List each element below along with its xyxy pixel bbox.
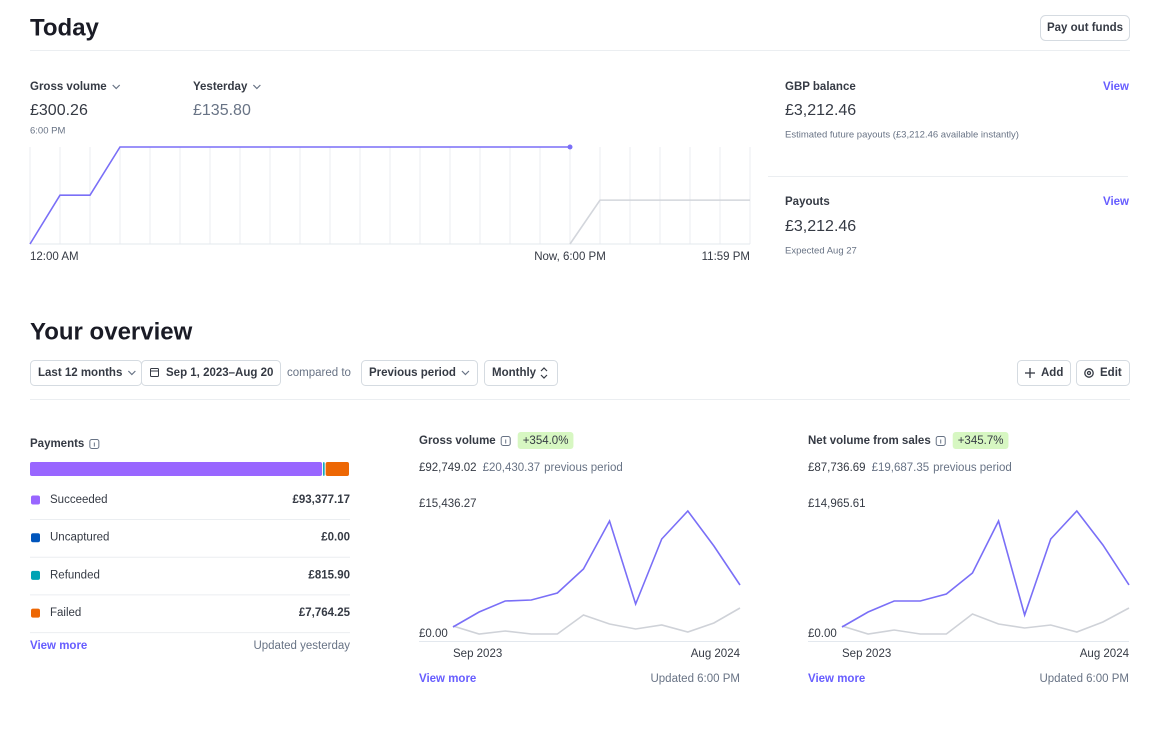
- line: [569, 199, 750, 245]
- info-icon: [935, 436, 946, 446]
- chart-title: Gross volume: [419, 435, 496, 447]
- change-label: +345.7%: [958, 435, 1004, 447]
- bar-segment: [30, 462, 323, 476]
- plus-icon: [1025, 368, 1035, 378]
- row-value: £7,764.25: [299, 607, 351, 619]
- chevron-icon: [461, 370, 470, 376]
- bar-segment: [323, 462, 325, 476]
- change-badge: [952, 432, 1009, 449]
- interval-label[interactable]: Monthly: [492, 367, 537, 379]
- row-label: Failed: [50, 607, 81, 619]
- balance-note: Estimated future payouts (£3,212.46 avai…: [785, 130, 1019, 141]
- line: [452, 607, 741, 635]
- current-point: [567, 144, 573, 150]
- x-tick-label: Aug 2024: [1080, 648, 1130, 660]
- updated-note: Updated 6:00 PM: [1039, 673, 1129, 685]
- gross-amount: £300.26: [30, 102, 88, 119]
- comparison-select[interactable]: [361, 360, 478, 386]
- change-badge: [517, 432, 574, 449]
- add-label[interactable]: Add: [1041, 367, 1063, 379]
- chevron-icon: [112, 84, 121, 90]
- payout-button[interactable]: [1040, 15, 1130, 41]
- previous-amount: £19,687.35: [872, 462, 930, 474]
- gear-icon: [1084, 368, 1094, 378]
- yesterday-amount: £135.80: [193, 102, 251, 119]
- calendar-icon: [150, 368, 159, 377]
- x-tick-label: Sep 2023: [842, 648, 891, 660]
- period-label[interactable]: Last 12 months: [38, 367, 122, 379]
- change-label: +354.0%: [523, 435, 569, 447]
- balance-link[interactable]: View: [1103, 81, 1129, 93]
- date-range[interactable]: [141, 360, 281, 386]
- total-amount: £87,736.69: [808, 462, 866, 474]
- legend-swatch: [31, 533, 40, 543]
- line: [29, 146, 570, 245]
- row-value: £0.00: [321, 532, 350, 544]
- row-value: £93,377.17: [292, 494, 350, 506]
- line: [841, 607, 1130, 635]
- chevron-icon: [252, 84, 261, 90]
- updated-note: Updated 6:00 PM: [650, 673, 740, 685]
- x-tick-label: Aug 2024: [691, 648, 741, 660]
- info-icon: [89, 439, 100, 449]
- info-icon: [500, 436, 511, 446]
- total-amount: £92,749.02: [419, 462, 477, 474]
- y-tick-label: £14,965.61: [808, 498, 866, 510]
- view-more[interactable]: View more: [808, 673, 865, 685]
- y-tick-label: £15,436.27: [419, 498, 477, 510]
- legend-swatch: [31, 570, 40, 580]
- x-tick-label: Sep 2023: [453, 648, 502, 660]
- previous-note: previous period: [544, 462, 623, 474]
- comparison-label[interactable]: Previous period: [369, 367, 456, 379]
- compare-dropdown[interactable]: Yesterday: [193, 81, 248, 93]
- line: [841, 509, 1130, 628]
- view-more[interactable]: View more: [419, 673, 476, 685]
- previous-note: previous period: [933, 462, 1012, 474]
- x-tick-label: Now, 6:00 PM: [534, 251, 606, 263]
- row-label: Uncaptured: [50, 532, 109, 544]
- balance-amount: £3,212.46: [785, 102, 856, 119]
- y-tick-label: £0.00: [419, 628, 448, 640]
- balance-title: GBP balance: [785, 81, 856, 93]
- row-label: Succeeded: [50, 494, 108, 506]
- edit-label[interactable]: Edit: [1100, 367, 1122, 379]
- view-more[interactable]: View more: [30, 640, 87, 652]
- page-title: Today: [30, 14, 100, 41]
- x-tick-label: 12:00 AM: [30, 251, 79, 263]
- payouts-link[interactable]: View: [1103, 196, 1129, 208]
- overview-title: Your overview: [30, 318, 193, 345]
- interval-select[interactable]: [484, 360, 558, 386]
- date-range-label[interactable]: Sep 1, 2023–Aug 20: [166, 367, 273, 379]
- payouts-amount: £3,212.46: [785, 218, 856, 235]
- row-label: Refunded: [50, 569, 100, 581]
- compared-label: compared to: [287, 367, 351, 379]
- add-button[interactable]: [1017, 360, 1071, 386]
- bar-segment: [325, 462, 349, 476]
- payments-title: Payments: [30, 438, 84, 450]
- row-value: £815.90: [308, 569, 350, 581]
- legend-swatch: [31, 608, 40, 618]
- chart-title: Net volume from sales: [808, 435, 931, 447]
- updown-icon: [540, 367, 548, 379]
- line: [452, 509, 741, 628]
- previous-amount: £20,430.37: [483, 462, 541, 474]
- payout-button-label[interactable]: Pay out funds: [1047, 22, 1123, 34]
- updated-note: Updated yesterday: [253, 640, 350, 652]
- payouts-note: Expected Aug 27: [785, 246, 857, 257]
- metric-dropdown[interactable]: Gross volume: [30, 81, 107, 93]
- edit-button[interactable]: [1076, 360, 1130, 386]
- y-tick-label: £0.00: [808, 628, 837, 640]
- time-label: 6:00 PM: [30, 126, 65, 137]
- payouts-title: Payouts: [785, 196, 830, 208]
- x-tick-label: 11:59 PM: [702, 251, 750, 263]
- chevron-icon: [127, 370, 136, 376]
- legend-swatch: [31, 495, 40, 505]
